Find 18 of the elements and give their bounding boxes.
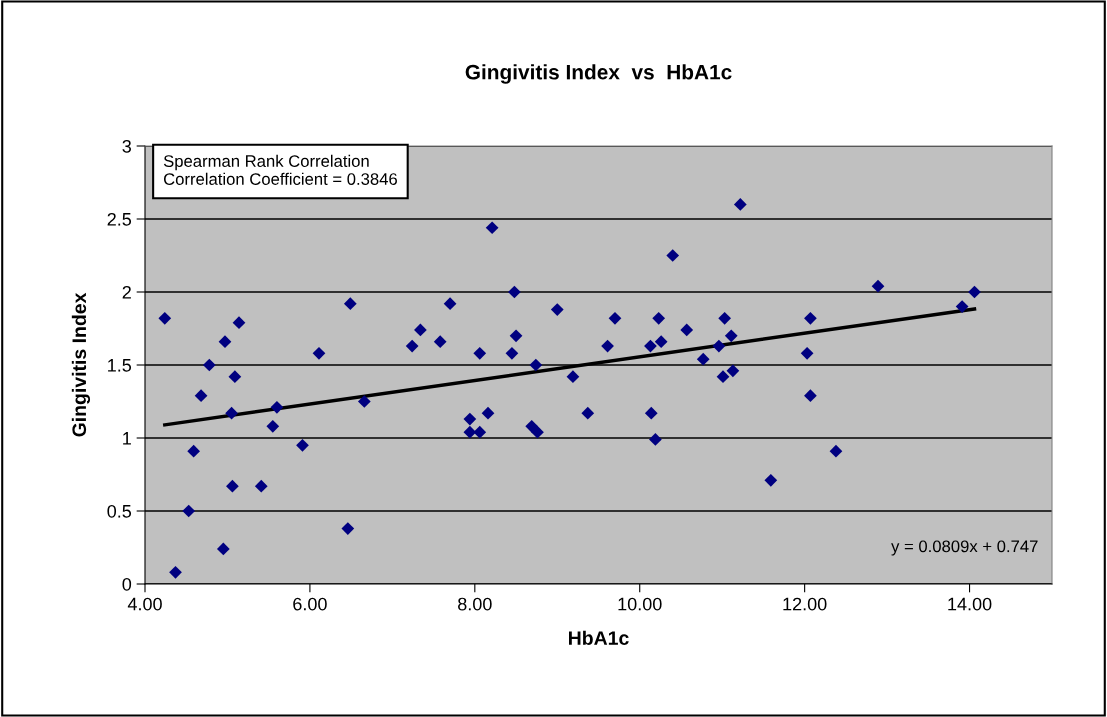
y-tick-label: 2 — [122, 285, 131, 299]
y-tick-label: 0.5 — [107, 504, 132, 518]
annotation: Spearman Rank Correlation Correlation Coefficient = 0.3846 — [163, 154, 397, 185]
x-tick-label: 6.00 — [293, 597, 327, 611]
x-tick-label: 12.00 — [783, 597, 827, 611]
x-tick-label: 4.00 — [127, 597, 162, 611]
chart-title: Gingivitis Index vs HbA1c — [465, 64, 732, 84]
y-tick-label: 1 — [123, 432, 131, 445]
y-tick-label: 2.5 — [107, 212, 132, 226]
y-axis-title: Gingivitis Index — [71, 292, 91, 437]
y-tick-label: 0 — [122, 577, 132, 591]
x-tick-label: 14.00 — [948, 597, 992, 611]
x-tick-label: 10.00 — [618, 597, 662, 611]
annotation: y = 0.0809x + 0.747 — [891, 540, 1038, 556]
x-axis-title: HbA1c — [569, 630, 629, 645]
y-tick-label: 3 — [122, 139, 132, 153]
x-tick-label: 8.00 — [458, 597, 492, 611]
y-tick-label: 1.5 — [108, 359, 132, 372]
